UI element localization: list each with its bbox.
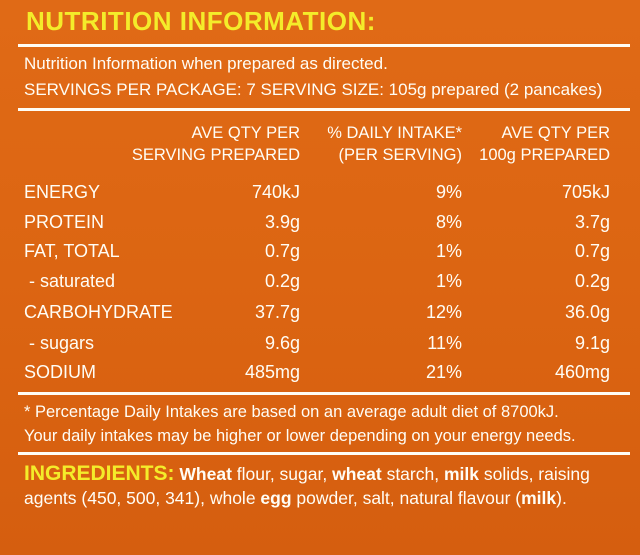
col-head-per100-line2: 100g PREPARED xyxy=(479,146,610,164)
col-head-per100: AVE QTY PER 100g PREPARED xyxy=(479,122,610,166)
per-100g-value: 0.7g xyxy=(574,241,610,261)
allergen-egg: egg xyxy=(260,488,292,508)
allergen-milk: milk xyxy=(521,488,557,508)
nutrient-name: ENERGY xyxy=(24,182,101,202)
ingredients-part: powder, salt, natural flavour ( xyxy=(291,488,522,508)
footnote-rule xyxy=(18,392,630,395)
nutrient-name: CARBOHYDRATE xyxy=(24,302,173,322)
col-head-serving: AVE QTY PER SERVING PREPARED xyxy=(132,122,300,166)
top-rule xyxy=(18,44,630,47)
ingredients-part: ). xyxy=(556,488,567,508)
per-serving-value: 9.6g xyxy=(264,333,300,353)
table-row: - saturated 0.2g 1% 0.2g xyxy=(24,271,610,295)
col-head-daily-line2: (PER SERVING) xyxy=(338,146,462,164)
table-row: - sugars 9.6g 11% 9.1g xyxy=(24,333,610,357)
nutrient-name: SODIUM xyxy=(24,362,96,382)
nutrition-heading: NUTRITION INFORMATION: xyxy=(26,6,376,36)
col-head-serving-line1: AVE QTY PER xyxy=(191,124,300,142)
per-100g-value: 0.2g xyxy=(574,271,610,291)
per-100g-value: 460mg xyxy=(554,362,610,382)
ingredients-text: INGREDIENTS: Wheat flour, sugar, wheat s… xyxy=(24,462,624,510)
footnote-line2: Your daily intakes may be higher or lowe… xyxy=(24,427,576,445)
allergen-wheat: wheat xyxy=(332,464,382,484)
table-row: ENERGY 740kJ 9% 705kJ xyxy=(24,182,610,206)
ingredients-part: solids, raising agents (450, 500, 341), … xyxy=(24,464,590,508)
intro-text: Nutrition Information when prepared as d… xyxy=(24,54,388,73)
ingredients-label: INGREDIENTS: xyxy=(24,462,175,485)
footnote: * Percentage Daily Intakes are based on … xyxy=(24,400,576,448)
footnote-line1: * Percentage Daily Intakes are based on … xyxy=(24,403,559,421)
table-row: CARBOHYDRATE 37.7g 12% 36.0g xyxy=(24,302,610,326)
per-serving-value: 0.2g xyxy=(264,271,300,291)
allergen-milk: milk xyxy=(443,464,479,484)
nutrient-name: FAT, TOTAL xyxy=(24,241,120,261)
col-head-per100-line1: AVE QTY PER xyxy=(501,124,610,142)
servings-text: SERVINGS PER PACKAGE: 7 SERVING SIZE: 10… xyxy=(24,80,603,99)
daily-intake-value: 12% xyxy=(425,302,462,322)
nutrient-name: PROTEIN xyxy=(24,212,105,232)
daily-intake-value: 11% xyxy=(427,333,462,353)
table-row: PROTEIN 3.9g 8% 3.7g xyxy=(24,212,610,236)
per-100g-value: 9.1g xyxy=(574,333,610,353)
per-100g-value: 705kJ xyxy=(561,182,610,202)
col-head-daily: % DAILY INTAKE* (PER SERVING) xyxy=(327,122,462,166)
daily-intake-value: 21% xyxy=(425,362,462,382)
col-head-daily-line1: % DAILY INTAKE* xyxy=(327,124,462,142)
daily-intake-value: 1% xyxy=(435,271,462,291)
ingredients-rule xyxy=(18,452,630,455)
header-rule xyxy=(18,108,630,111)
per-serving-value: 0.7g xyxy=(264,241,300,261)
per-100g-value: 36.0g xyxy=(564,302,610,322)
table-row: SODIUM 485mg 21% 460mg xyxy=(24,362,610,386)
col-head-serving-line2: SERVING PREPARED xyxy=(131,146,300,164)
per-100g-value: 3.7g xyxy=(574,212,610,232)
per-serving-value: 485mg xyxy=(244,362,300,382)
per-serving-value: 3.9g xyxy=(264,212,300,232)
nutrient-name: - sugars xyxy=(24,333,95,353)
ingredients-part: starch, xyxy=(381,464,444,484)
daily-intake-value: 1% xyxy=(435,241,462,261)
nutrient-name: - saturated xyxy=(24,271,116,291)
ingredients-part: flour, sugar, xyxy=(231,464,333,484)
daily-intake-value: 8% xyxy=(435,212,462,232)
per-serving-value: 37.7g xyxy=(254,302,300,322)
allergen-wheat: Wheat xyxy=(179,464,232,484)
table-row: FAT, TOTAL 0.7g 1% 0.7g xyxy=(24,241,610,265)
daily-intake-value: 9% xyxy=(435,182,462,202)
per-serving-value: 740kJ xyxy=(251,182,300,202)
